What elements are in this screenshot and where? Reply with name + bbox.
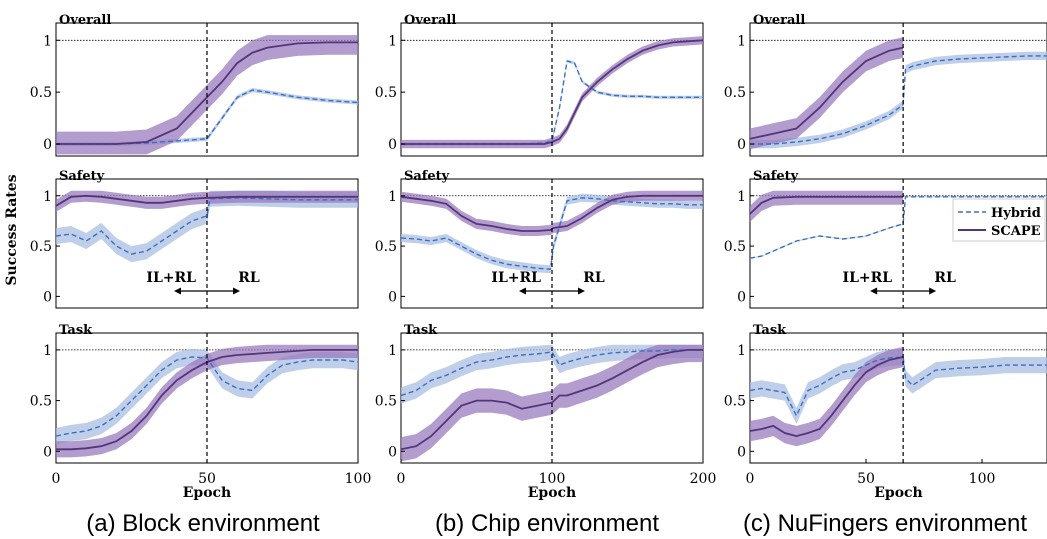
band-scape xyxy=(56,344,358,458)
legend: Hybrid SCAPE xyxy=(952,198,1046,242)
x-axis-label: Epoch xyxy=(183,485,232,501)
series-line-scape xyxy=(750,46,904,140)
phase-label-rl: RL xyxy=(583,270,605,286)
arrowhead-right xyxy=(929,287,937,295)
row-title: Task xyxy=(753,323,787,338)
y-tick-label: 0.5 xyxy=(375,394,397,410)
band-hybrid xyxy=(750,348,1047,424)
x-axis-label: Epoch xyxy=(528,485,577,501)
y-tick-label: 0.5 xyxy=(375,85,397,101)
x-tick-label: 100 xyxy=(539,471,566,487)
phase-label-rl: RL xyxy=(238,270,260,286)
y-tick-label: 1 xyxy=(43,343,52,359)
row-title: Safety xyxy=(753,169,799,184)
row-title: Safety xyxy=(59,169,105,184)
caption-c: (c) NuFingers environment xyxy=(743,510,1027,537)
series-line-scape xyxy=(401,39,703,145)
phase-label-rl: RL xyxy=(934,270,956,286)
y-tick-label: 0 xyxy=(388,137,397,153)
y-tick-label: 0.5 xyxy=(30,394,52,410)
subplot-safety-1: Safety 0 0.5 1 IL+RL RL xyxy=(30,169,359,309)
x-tick-label: 200 xyxy=(690,471,717,487)
y-tick-label: 1 xyxy=(737,189,746,205)
y-tick-label: 0 xyxy=(388,289,397,305)
series-line-scape xyxy=(401,348,703,451)
series-line-scape xyxy=(750,195,904,215)
series-line-hybrid xyxy=(401,349,703,397)
y-tick-label: 0 xyxy=(43,444,52,460)
arrowhead-right xyxy=(233,287,240,295)
x-tick-label: 50 xyxy=(857,471,875,487)
y-tick-label: 0 xyxy=(737,444,746,460)
subplot-safety-2: Safety 0 0.5 1 IL+RL RL xyxy=(375,169,704,309)
band-scape xyxy=(750,37,904,150)
phase-label-il-rl: IL+RL xyxy=(146,270,196,286)
y-tick-label: 0 xyxy=(43,137,52,153)
series-line-hybrid xyxy=(750,55,1047,145)
row-title: Safety xyxy=(404,169,450,184)
legend-label-hybrid: Hybrid xyxy=(991,206,1041,221)
y-tick-label: 0.5 xyxy=(30,85,52,101)
band-hybrid xyxy=(56,348,358,445)
y-axis-label: Success Rates xyxy=(4,174,20,285)
y-tick-label: 0.5 xyxy=(724,239,746,255)
y-tick-label: 1 xyxy=(43,33,52,49)
y-tick-label: 1 xyxy=(388,343,397,359)
row-title: Overall xyxy=(753,13,805,28)
y-tick-label: 0.5 xyxy=(30,239,52,255)
row-title: Task xyxy=(59,323,93,338)
x-tick-label: 100 xyxy=(969,471,996,487)
x-tick-label: 50 xyxy=(198,471,216,487)
y-tick-label: 1 xyxy=(43,189,52,205)
y-tick-label: 0 xyxy=(43,289,52,305)
subplot-overall-2: Overall 0 0.5 1 xyxy=(375,13,704,157)
subplot-overall-3: Overall 0 0.5 1 xyxy=(724,13,1047,157)
y-tick-label: 0 xyxy=(388,444,397,460)
y-tick-label: 0.5 xyxy=(724,394,746,410)
x-axis-label: Epoch xyxy=(874,485,923,501)
legend-label-scape: SCAPE xyxy=(991,224,1041,239)
y-tick-label: 0 xyxy=(737,289,746,305)
series-line-scape xyxy=(750,356,904,438)
y-tick-label: 1 xyxy=(388,189,397,205)
series-line-scape xyxy=(56,194,358,207)
series-line-scape xyxy=(56,41,358,145)
band-hybrid xyxy=(401,193,703,274)
x-tick-label: 0 xyxy=(52,471,61,487)
row-title: Overall xyxy=(404,13,456,28)
y-tick-label: 0.5 xyxy=(724,85,746,101)
y-tick-label: 1 xyxy=(737,343,746,359)
x-tick-label: 0 xyxy=(746,471,755,487)
band-scape xyxy=(750,190,904,222)
subplot-task-1: Task 0 0.5 1 0 50 100 Epoch xyxy=(30,323,372,501)
series-line-hybrid xyxy=(56,197,358,255)
arrowhead-left xyxy=(870,287,878,295)
x-tick-label: 0 xyxy=(397,471,406,487)
arrowhead-left xyxy=(174,287,181,295)
caption-b: (b) Chip environment xyxy=(435,510,659,537)
series-line-hybrid xyxy=(750,356,1047,418)
y-tick-label: 0 xyxy=(737,137,746,153)
caption-a: (a) Block environment xyxy=(86,510,320,537)
y-tick-label: 1 xyxy=(737,33,746,49)
subplot-task-3: Task 0 0.5 1 0 50 100 Epoch xyxy=(724,323,1047,501)
subplot-overall-1: Overall 0 0.5 1 xyxy=(30,13,359,157)
phase-label-il-rl: IL+RL xyxy=(491,270,541,286)
row-title: Task xyxy=(404,323,438,338)
legend-box xyxy=(952,198,1046,242)
y-tick-label: 0.5 xyxy=(375,239,397,255)
arrowhead-right xyxy=(578,287,585,295)
band-scape xyxy=(750,346,904,447)
row-title: Overall xyxy=(59,13,111,28)
x-tick-label: 100 xyxy=(345,471,372,487)
y-tick-label: 1 xyxy=(388,33,397,49)
series-line-hybrid xyxy=(750,196,1047,259)
phase-label-il-rl: IL+RL xyxy=(843,270,893,286)
arrowhead-left xyxy=(519,287,526,295)
subplot-task-2: Task 0 0.5 1 0 100 200 Epoch xyxy=(375,323,717,501)
